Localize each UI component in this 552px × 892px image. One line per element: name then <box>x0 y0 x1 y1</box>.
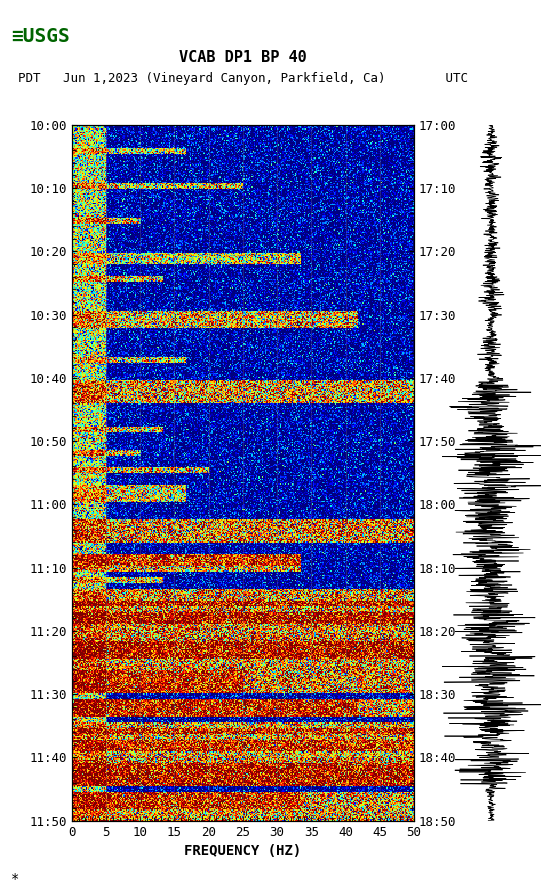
Text: ≡USGS: ≡USGS <box>11 27 70 45</box>
Text: VCAB DP1 BP 40: VCAB DP1 BP 40 <box>179 51 307 65</box>
X-axis label: FREQUENCY (HZ): FREQUENCY (HZ) <box>184 844 301 858</box>
Text: *: * <box>11 872 19 886</box>
Text: PDT   Jun 1,2023 (Vineyard Canyon, Parkfield, Ca)        UTC: PDT Jun 1,2023 (Vineyard Canyon, Parkfie… <box>18 72 468 85</box>
